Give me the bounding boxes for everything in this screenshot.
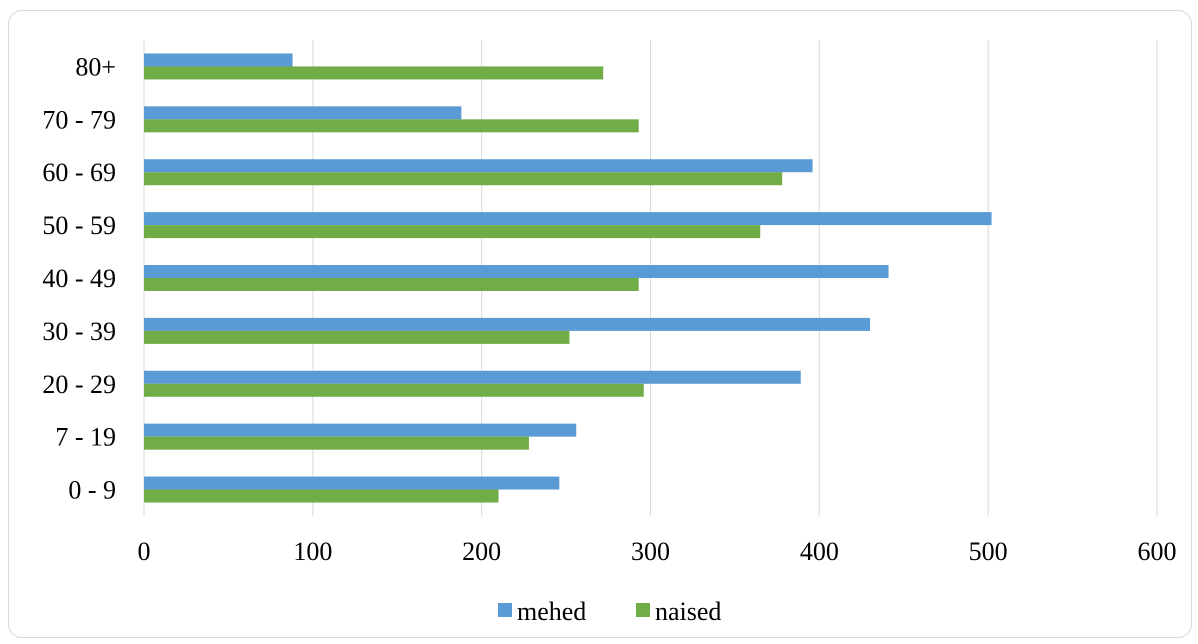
category-label: 80+ [75, 52, 116, 81]
x-tick-label: 400 [800, 537, 839, 566]
bar-mehed [144, 212, 992, 226]
bar-mehed [144, 476, 560, 490]
category-label: 20 - 29 [42, 370, 116, 399]
bar-mehed [144, 159, 813, 173]
category-label: 60 - 69 [42, 158, 116, 187]
bar-naised [144, 172, 783, 186]
legend-swatch-naised [636, 603, 650, 617]
bar-naised [144, 278, 639, 291]
category-label: 50 - 59 [42, 211, 116, 240]
bars [144, 53, 992, 503]
legend: mehed naised [498, 597, 721, 626]
bar-mehed [144, 106, 462, 120]
category-axis: 0 - 9 7 - 19 20 - 29 30 - 39 40 - 49 50 - 59 6… [42, 52, 116, 504]
value-axis: 0 100 200 300 400 500 600 [138, 537, 1177, 566]
bar-naised [144, 330, 570, 344]
legend-label-mehed: mehed [517, 597, 586, 626]
category-label: 70 - 79 [42, 105, 116, 134]
bar-mehed [144, 370, 801, 384]
category-label: 40 - 49 [42, 264, 116, 293]
bar-mehed [144, 423, 577, 437]
bar-naised [144, 383, 644, 397]
category-label: 30 - 39 [42, 317, 116, 346]
bar-mehed [144, 317, 870, 331]
x-tick-label: 300 [631, 537, 670, 566]
x-tick-label: 200 [462, 537, 501, 566]
bar-naised [144, 436, 529, 450]
x-tick-label: 0 [138, 537, 151, 566]
bar-naised [144, 66, 604, 80]
x-tick-label: 500 [969, 537, 1008, 566]
category-label: 7 - 19 [55, 423, 116, 452]
bar-naised [144, 225, 761, 239]
legend-label-naised: naised [655, 597, 721, 626]
bar-naised [144, 119, 639, 133]
bar-mehed [144, 265, 889, 278]
x-tick-label: 600 [1138, 537, 1177, 566]
bar-naised [144, 489, 499, 503]
category-label: 0 - 9 [68, 476, 116, 505]
bar-mehed [144, 53, 293, 67]
x-tick-label: 100 [293, 537, 332, 566]
legend-swatch-mehed [498, 603, 512, 617]
